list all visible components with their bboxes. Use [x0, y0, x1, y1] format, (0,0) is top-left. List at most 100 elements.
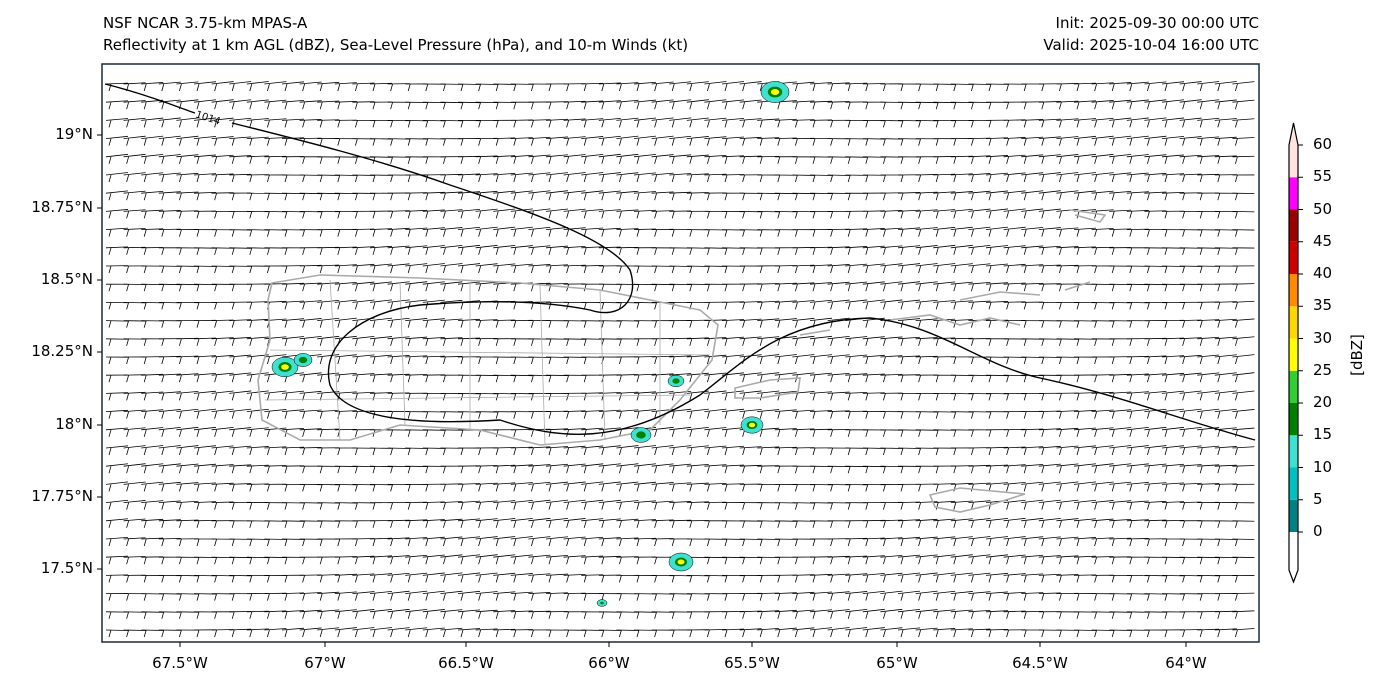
wind-barb [651, 283, 674, 292]
wind-barb [352, 555, 375, 565]
wind-barb [774, 409, 797, 419]
wind-barb [510, 591, 533, 601]
wind-barb [281, 390, 305, 401]
wind-barb [141, 409, 164, 419]
wind-barb [369, 263, 393, 274]
wind-barb [704, 445, 727, 456]
wind-barb [141, 481, 164, 492]
wind-barb [158, 519, 181, 528]
wind-barb [193, 81, 217, 92]
wind-barb [123, 153, 146, 164]
wind-barb [985, 155, 1009, 164]
wind-barb [950, 191, 973, 201]
wind-barb [457, 572, 481, 583]
wind-barb [334, 82, 357, 92]
wind-barb [739, 628, 762, 638]
wind-barb [317, 428, 340, 437]
wind-barb [721, 628, 745, 638]
wind-barb [334, 556, 357, 565]
wind-barb [528, 517, 551, 528]
wind-barb [704, 372, 727, 383]
wind-barb [193, 135, 217, 146]
wind-barb [1232, 118, 1255, 128]
virgin-islands-coast [799, 209, 1107, 336]
wind-barb [545, 172, 569, 183]
wind-barb [229, 136, 252, 146]
wind-barb [1073, 409, 1097, 419]
wind-barb [1144, 355, 1167, 365]
wind-barb [880, 299, 903, 310]
wind-barb [387, 572, 410, 583]
reflectivity-cell [760, 81, 790, 103]
wind-barb [545, 190, 569, 201]
wind-barb [1091, 190, 1114, 201]
wind-barb [1161, 390, 1185, 401]
wind-barb [475, 572, 498, 583]
wind-barb [229, 372, 252, 383]
wind-barb [317, 502, 340, 510]
wind-barb [246, 390, 269, 401]
wind-barb [1073, 574, 1097, 583]
wind-barb [809, 264, 833, 274]
wind-barb [475, 628, 498, 638]
wind-barb [211, 136, 234, 146]
colorbar-tick-label: 60 [1313, 135, 1333, 153]
coastlines [257, 209, 1107, 513]
wind-barb [739, 136, 762, 146]
wind-barb [792, 609, 815, 619]
wind-barb [633, 135, 657, 146]
wind-barb [1003, 172, 1026, 183]
wind-barb [246, 81, 269, 92]
wind-barb [862, 245, 885, 255]
wind-barb [1214, 81, 1237, 92]
wind-barb [1109, 537, 1132, 547]
wind-barb [985, 610, 1009, 619]
wind-barb [1126, 426, 1149, 437]
wind-barb [1021, 463, 1044, 474]
wind-barb [264, 81, 287, 92]
wind-barb [985, 263, 1009, 274]
wind-barb [968, 628, 991, 638]
wind-barb [1126, 191, 1149, 201]
wind-barb [510, 499, 533, 510]
wind-barb [704, 482, 727, 492]
wind-barb [897, 245, 921, 255]
wind-barb [774, 609, 797, 619]
wind-barb [809, 391, 833, 401]
wind-barb [545, 245, 569, 255]
colorbar-tick-label: 35 [1313, 296, 1333, 315]
municipal-borders [264, 279, 711, 446]
wind-barb [352, 101, 375, 110]
wind-barb [633, 445, 657, 456]
wind-barb [581, 172, 604, 183]
wind-barb [809, 428, 833, 437]
wind-barb [457, 191, 481, 201]
wind-barb [1091, 481, 1114, 492]
wind-barb [581, 190, 604, 201]
wind-barb [651, 154, 674, 164]
wind-barb [915, 627, 938, 638]
wind-barb [862, 392, 885, 401]
wind-barb [862, 608, 885, 619]
wind-barb [968, 500, 991, 510]
colorbar-segment [1289, 370, 1298, 403]
wind-barb [264, 99, 287, 110]
wind-barb [193, 501, 217, 510]
wind-barb [968, 244, 991, 255]
wind-barb [809, 299, 833, 310]
wind-barb [897, 554, 921, 565]
wind-barb [563, 536, 586, 547]
wind-barb [1232, 409, 1255, 419]
wind-barb [1126, 538, 1149, 547]
wind-barb [176, 191, 199, 201]
wind-barb [105, 555, 129, 565]
wind-barb [528, 226, 551, 237]
wind-barb [933, 244, 956, 255]
wind-barb [739, 155, 762, 164]
wind-barb [510, 536, 533, 547]
wind-barb [123, 117, 146, 128]
wind-barb [721, 81, 745, 92]
wind-barb [563, 136, 586, 146]
wind-barb [405, 245, 428, 255]
wind-barb [193, 191, 217, 201]
